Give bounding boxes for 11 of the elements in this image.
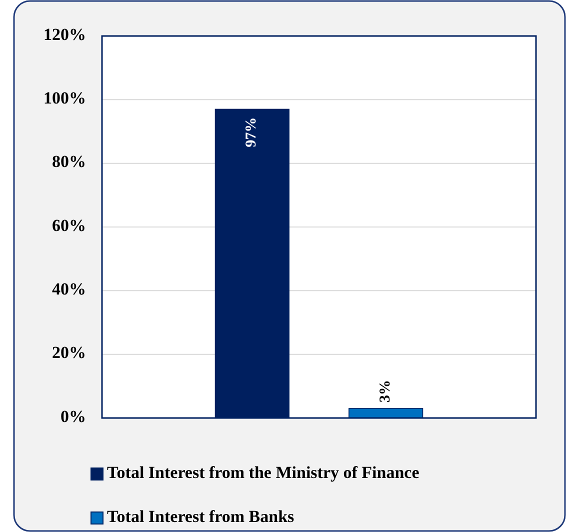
legend-label: Total Interest from Banks xyxy=(107,506,295,526)
data-label: 3% xyxy=(377,380,394,402)
legend-label: Total Interest from the Ministry of Finance xyxy=(107,462,420,482)
y-tick-label: 20% xyxy=(52,343,86,362)
y-tick-label: 40% xyxy=(52,280,86,299)
y-tick-label: 80% xyxy=(52,152,86,172)
data-label: 97% xyxy=(244,117,260,148)
y-tick-label: 60% xyxy=(52,216,86,235)
y-tick-label: 100% xyxy=(44,88,86,108)
y-tick-label: 0% xyxy=(60,406,86,426)
y-tick-label: 120% xyxy=(44,24,86,44)
